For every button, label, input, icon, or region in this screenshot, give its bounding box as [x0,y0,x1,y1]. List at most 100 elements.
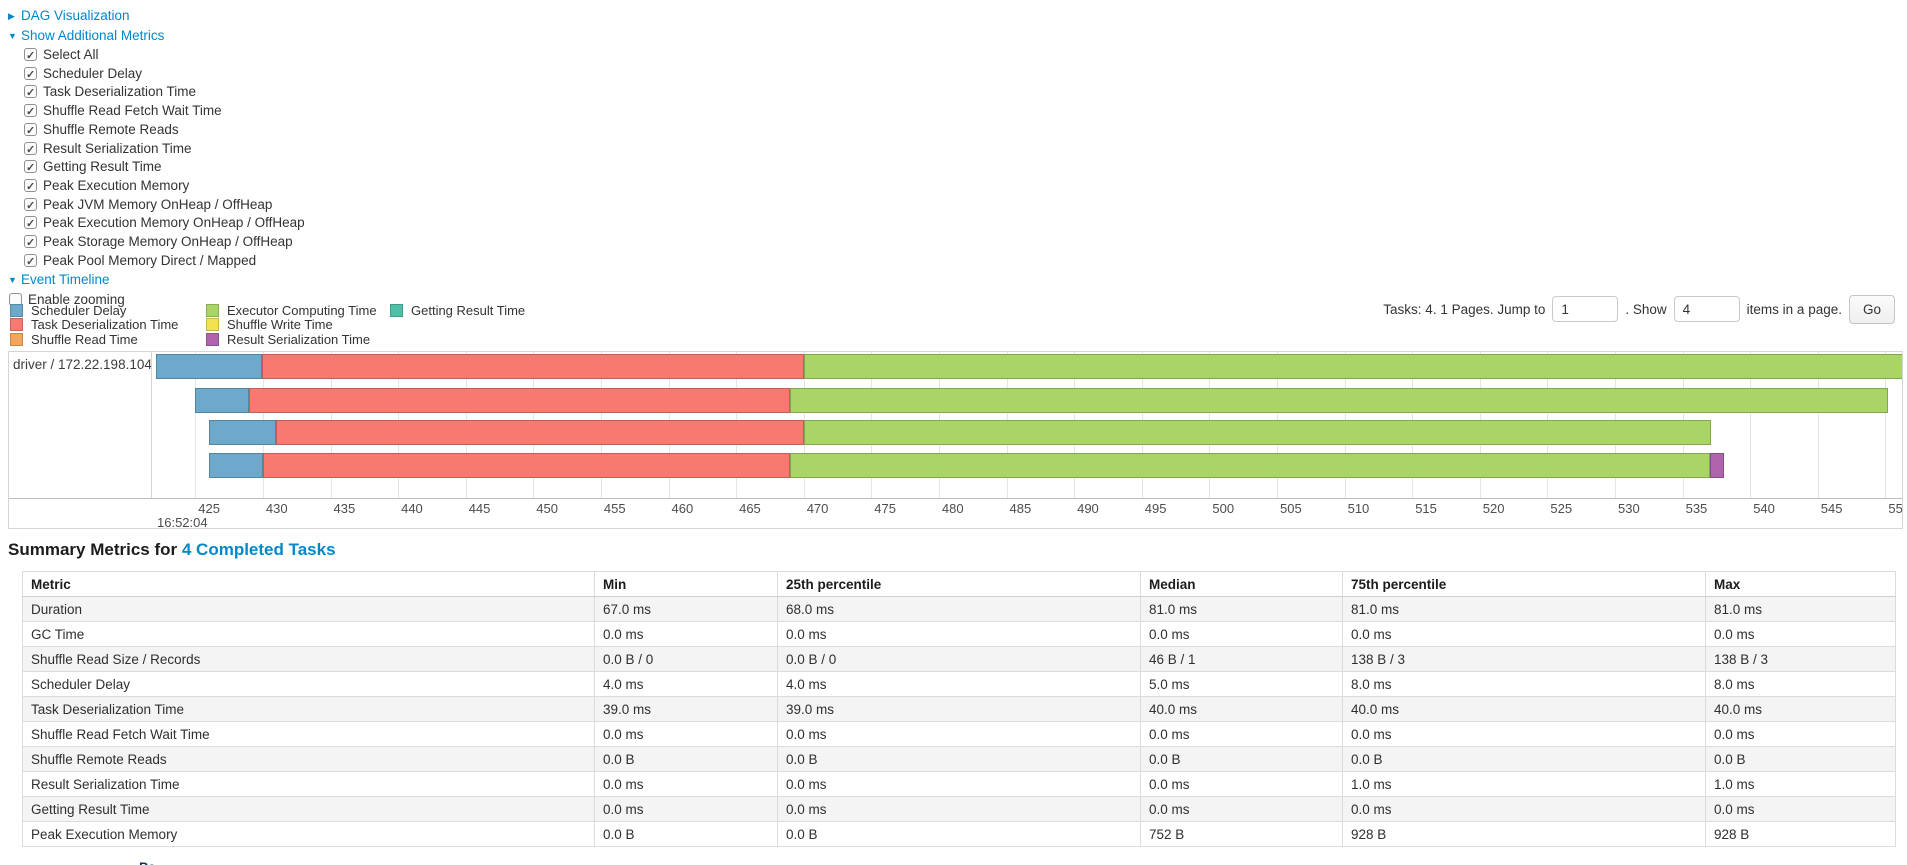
items-per-page-input[interactable] [1673,296,1740,322]
metric-checkbox-select-all[interactable] [24,47,37,66]
task-timeline-bar [152,388,1902,413]
summary-table-row: Scheduler Delay 4.0 ms 4.0 ms 5.0 ms 8.0 ms 8… [22,671,1896,697]
metric-checkbox-item: Peak Storage Memory OnHeap / OffHeap [24,233,305,253]
caret-right-icon: ▶ [8,11,15,21]
metric-checkbox-peak-storage-memory-onheap-offheap[interactable] [24,234,37,253]
summary-metric-value: 46 B / 1 [1140,646,1343,672]
time-axis-tick-label: 545 [1820,501,1843,516]
task-segment-scheduler-delay [208,453,263,478]
legend-label: Task Deserialization Time [31,317,179,333]
summary-metric-value: 67.0 ms [594,596,778,622]
caret-down-icon: ▼ [8,31,17,41]
show-label: . Show [1625,301,1667,317]
legend-label: Result Serialization Time [227,331,371,347]
enable-zooming-row: Enable zooming [9,290,305,309]
metric-checkbox-item: Task Deserialization Time [24,83,305,103]
time-axis-tick-label: 515 [1415,501,1437,516]
summary-metric-value: 928 B [1705,821,1896,847]
timeline-gridline [1817,352,1819,498]
summary-column-header: Max [1705,571,1896,597]
metric-checkbox-item: Peak Execution Memory [24,177,305,197]
stage-detail-controls: ▶ DAG Visualization ▼ Show Additional Metr… [8,6,305,309]
summary-metric-value: 0.0 ms [594,721,778,747]
time-axis-tick-label: 485 [1009,501,1032,516]
metric-checkbox-label: Scheduler Delay [43,65,143,81]
metric-checkbox-peak-execution-memory[interactable] [24,178,37,197]
items-per-page-label: items in a page. [1746,301,1842,317]
summary-metric-value: 0.0 B [1342,746,1706,772]
summary-metric-value: 0.0 ms [777,796,1141,822]
summary-metric-value: 0.0 ms [777,621,1141,647]
legend-label: Shuffle Write Time [227,317,333,333]
summary-metric-value: 4.0 ms [777,671,1141,697]
metric-checkbox-item: Peak Pool Memory Direct / Mapped [24,252,305,271]
summary-metric-value: 0.0 ms [1140,796,1343,822]
legend-column: Scheduler Delay Task Deserialization Time… [10,303,206,347]
summary-metric-name: Scheduler Delay [22,671,595,697]
time-axis-tick-label: 550 [1888,501,1903,516]
metric-checkbox-scheduler-delay[interactable] [24,66,37,84]
time-axis-tick-label: 475 [874,501,896,516]
summary-table-row: Task Deserialization Time 39.0 ms 39.0 ms 4… [22,696,1896,722]
metric-checkbox-peak-jvm-memory-onheap-offheap[interactable] [24,197,37,215]
summary-metric-value: 0.0 B [1140,746,1343,772]
legend-column: Executor Computing Time Shuffle Write Tim… [206,303,390,347]
metric-checkbox-result-serialization-time[interactable] [24,141,37,159]
summary-metric-value: 0.0 ms [1140,721,1343,747]
task-segment-scheduler-delay [208,420,277,445]
metric-checkbox-task-deserialization-time[interactable] [24,84,37,103]
metric-checkbox-peak-pool-memory-direct-mapped[interactable] [24,253,37,271]
task-segment-executor-computing [803,420,1711,445]
task-segment-result-serialization [1709,453,1725,478]
caret-down-icon: ▼ [8,275,17,286]
result-serialization-swatch [206,332,219,346]
time-axis-tick-label: 470 [806,501,829,516]
legend-label: Executor Computing Time [227,302,377,318]
task-deserialization-swatch [10,318,23,332]
metric-checkbox-getting-result-time[interactable] [24,159,37,178]
legend-entry-result-serialization: Result Serialization Time [206,332,390,347]
metric-checkbox-shuffle-remote-reads[interactable] [24,122,37,141]
task-segment-task-deserialization [262,453,791,478]
metric-checkbox-peak-execution-memory-onheap-offheap[interactable] [24,215,37,234]
summary-metrics-heading: Summary Metrics for 4 Completed Tasks [8,540,336,560]
summary-metric-value: 0.0 ms [1342,796,1706,822]
dag-visualization-toggle[interactable]: ▶ DAG Visualization [8,6,305,26]
event-timeline-link[interactable]: Event Timeline [21,272,110,288]
task-timeline-bar [152,354,1902,379]
summary-metric-value: 81.0 ms [1705,596,1896,622]
metric-checkbox-label: Shuffle Read Fetch Wait Time [43,103,222,119]
go-button[interactable]: Go [1848,294,1895,324]
time-axis-tick-label: 460 [671,501,694,516]
show-additional-metrics-link[interactable]: Show Additional Metrics [21,28,165,43]
metric-checkbox-label: Peak Storage Memory OnHeap / OffHeap [43,234,293,250]
metric-checkbox-label: Peak Execution Memory OnHeap / OffHeap [43,215,305,231]
summary-metric-value: 0.0 ms [594,771,778,797]
time-axis-line [9,498,1902,499]
task-segment-scheduler-delay [195,388,250,413]
summary-metric-value: 1.0 ms [1705,771,1896,797]
time-axis-tick-label: 525 [1550,501,1573,516]
metric-checkbox-label: Peak JVM Memory OnHeap / OffHeap [43,196,273,212]
metric-checkbox-item: Peak JVM Memory OnHeap / OffHeap [24,196,305,215]
summary-metric-value: 4.0 ms [594,671,778,697]
summary-metric-name: Getting Result Time [22,796,595,822]
metric-checkbox-shuffle-read-fetch-wait-time[interactable] [24,103,37,122]
summary-metric-name: GC Time [22,621,595,647]
legend-column: Getting Result Time [390,303,525,347]
time-axis-tick-label: 425 [198,501,220,516]
summary-column-header: Median [1140,571,1343,597]
dag-visualization-link[interactable]: DAG Visualization [21,8,130,23]
metric-checkbox-item: Shuffle Remote Reads [24,121,305,141]
summary-table-row: Shuffle Read Fetch Wait Time 0.0 ms 0.0 ms… [22,721,1896,747]
summary-metrics-table: Metric Min 25th percentile Median 75th perce… [22,571,1896,847]
jump-to-page-input[interactable] [1552,296,1619,322]
event-timeline-toggle[interactable]: ▼ Event Timeline [8,270,305,290]
metric-checkbox-label: Peak Pool Memory Direct / Mapped [43,252,257,268]
summary-metric-value: 81.0 ms [1140,596,1343,622]
summary-table-row: GC Time 0.0 ms 0.0 ms 0.0 ms 0.0 ms 0.0 ms [22,621,1896,647]
summary-metric-value: 0.0 B [594,821,778,847]
summary-column-header: Metric [22,571,595,597]
show-additional-metrics-toggle[interactable]: ▼ Show Additional Metrics [8,26,305,46]
summary-metric-value: 0.0 ms [1705,796,1896,822]
